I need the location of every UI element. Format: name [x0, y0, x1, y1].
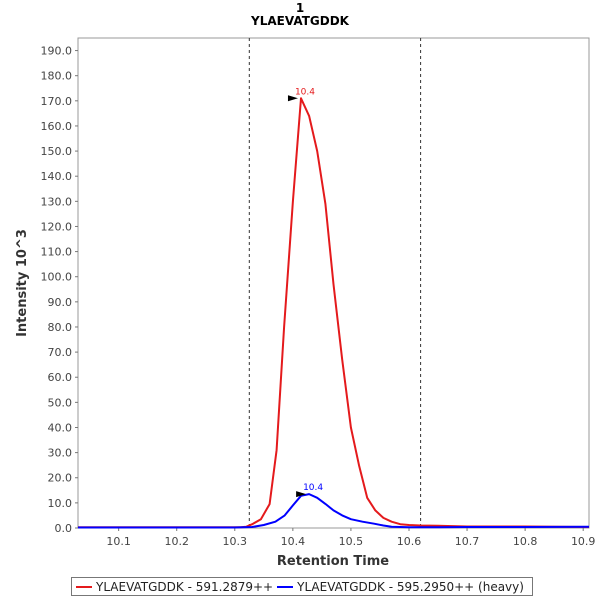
- y-tick-label: 190.0: [41, 45, 73, 58]
- x-tick-label: 10.1: [106, 535, 131, 548]
- legend-swatch-light: [76, 585, 92, 588]
- x-tick-label: 10.5: [339, 535, 364, 548]
- peak-label-light: 10.4: [295, 87, 315, 97]
- legend: YLAEVATGDDK - 591.2879++ YLAEVATGDDK - 5…: [71, 577, 533, 596]
- y-tick-label: 90.0: [48, 296, 73, 309]
- y-axis: 0.0 10.0 20.0 30.0 40.0 50.0 60.0 70.0 80.0 90.0 1…: [41, 45, 78, 535]
- x-tick-label: 10.2: [164, 535, 189, 548]
- y-tick-label: 20.0: [48, 472, 73, 485]
- y-tick-label: 80.0: [48, 321, 73, 334]
- x-tick-label: 10.7: [455, 535, 480, 548]
- legend-swatch-heavy: [277, 585, 294, 588]
- x-tick-label: 10.3: [223, 535, 248, 548]
- legend-item-light: YLAEVATGDDK - 591.2879++: [76, 580, 273, 594]
- legend-label-light: YLAEVATGDDK - 591.2879++: [96, 579, 274, 594]
- chart-title: 1: [296, 1, 304, 15]
- y-tick-label: 60.0: [48, 371, 73, 384]
- chart-subtitle: YLAEVATGDDK: [250, 14, 350, 28]
- y-tick-label: 30.0: [48, 447, 73, 460]
- x-tick-label: 10.9: [571, 535, 596, 548]
- legend-label-heavy: YLAEVATGDDK - 595.2950++ (heavy): [297, 579, 524, 594]
- y-tick-label: 140.0: [41, 170, 73, 183]
- y-tick-label: 100.0: [41, 271, 73, 284]
- peak-label-heavy: 10.4: [303, 483, 323, 493]
- y-tick-label: 170.0: [41, 95, 73, 108]
- y-tick-label: 10.0: [48, 497, 73, 510]
- peak-annotations: 10.4 10.4: [287, 87, 323, 498]
- y-tick-label: 110.0: [41, 246, 73, 259]
- y-tick-label: 120.0: [41, 220, 73, 233]
- y-tick-label: 50.0: [48, 396, 73, 409]
- x-axis-label: Retention Time: [277, 554, 389, 569]
- y-tick-label: 0.0: [55, 522, 73, 535]
- y-tick-label: 130.0: [41, 195, 73, 208]
- y-tick-label: 180.0: [41, 70, 73, 83]
- series-layer: [78, 97, 590, 529]
- x-tick-label: 10.6: [397, 535, 422, 548]
- peak-marker-light: [287, 95, 298, 102]
- y-axis-label: Intensity 10^3: [15, 229, 30, 337]
- x-tick-label: 10.4: [281, 535, 306, 548]
- series-line-heavy: [78, 493, 590, 529]
- y-tick-label: 150.0: [41, 145, 73, 158]
- peak-marker-heavy: [296, 491, 307, 498]
- x-tick-label: 10.8: [513, 535, 538, 548]
- y-tick-label: 40.0: [48, 421, 73, 434]
- integration-boundaries: [248, 38, 422, 528]
- x-axis: 10.1 10.2 10.3 10.4 10.5 10.6 10.7 10.8 10.9: [106, 528, 595, 548]
- y-tick-label: 70.0: [48, 346, 73, 359]
- y-tick-label: 160.0: [41, 120, 73, 133]
- legend-item-heavy: YLAEVATGDDK - 595.2950++ (heavy): [277, 580, 524, 594]
